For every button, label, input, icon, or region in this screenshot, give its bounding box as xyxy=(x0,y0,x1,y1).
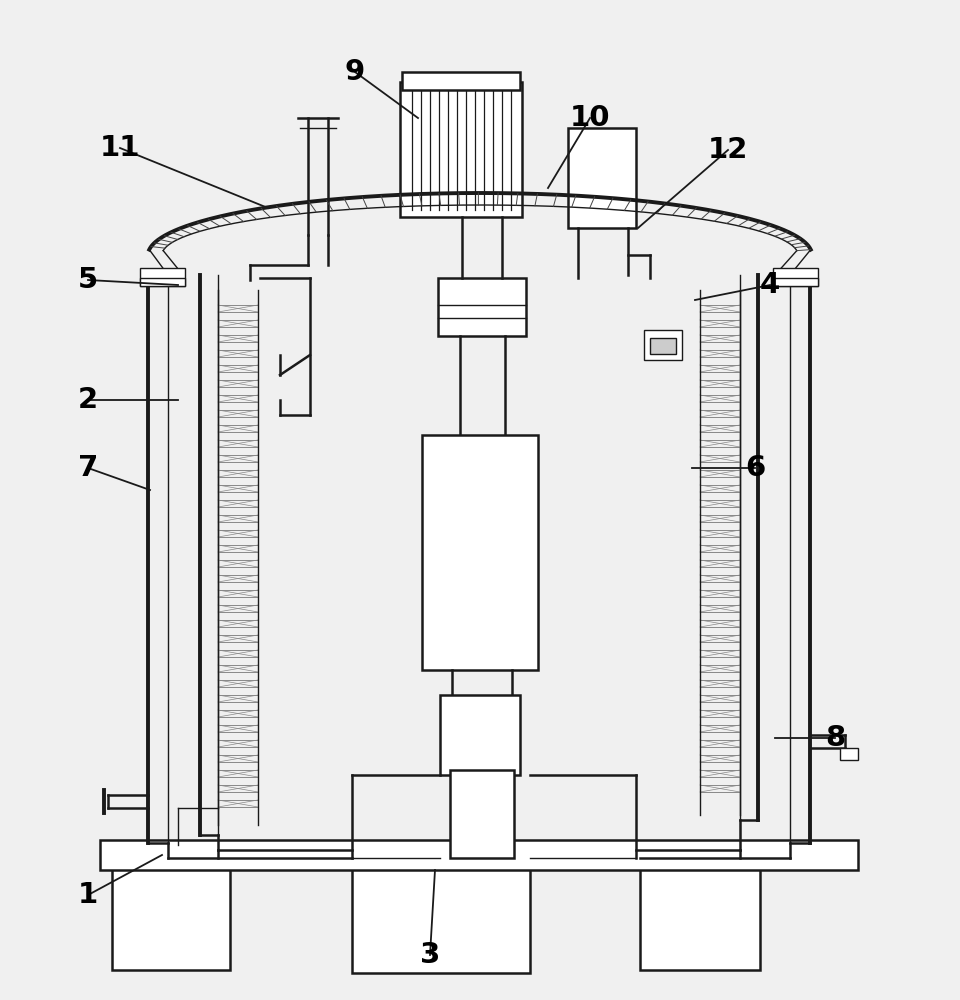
Bar xyxy=(112,865,230,970)
Bar xyxy=(352,858,530,973)
Bar xyxy=(400,82,522,217)
Text: 1: 1 xyxy=(78,881,98,909)
Bar xyxy=(773,268,818,286)
Text: 10: 10 xyxy=(569,104,611,132)
Text: 9: 9 xyxy=(345,58,365,86)
Bar xyxy=(440,695,520,775)
Bar xyxy=(438,278,526,336)
Bar xyxy=(650,338,676,354)
Bar xyxy=(140,278,185,286)
Text: 5: 5 xyxy=(78,266,98,294)
Bar xyxy=(100,840,858,870)
Text: 7: 7 xyxy=(78,454,98,482)
Bar xyxy=(422,435,538,670)
Bar xyxy=(402,72,520,90)
Text: 11: 11 xyxy=(100,134,140,162)
Bar xyxy=(568,128,636,228)
Text: 2: 2 xyxy=(78,386,98,414)
Bar xyxy=(644,330,682,360)
Text: 4: 4 xyxy=(760,271,780,299)
Text: 12: 12 xyxy=(708,136,748,164)
Bar xyxy=(140,268,185,286)
Bar xyxy=(773,278,818,286)
Text: 3: 3 xyxy=(420,941,441,969)
Text: 6: 6 xyxy=(745,454,765,482)
Bar xyxy=(640,865,760,970)
Bar xyxy=(840,748,858,760)
Bar xyxy=(450,770,514,858)
Text: 8: 8 xyxy=(825,724,845,752)
